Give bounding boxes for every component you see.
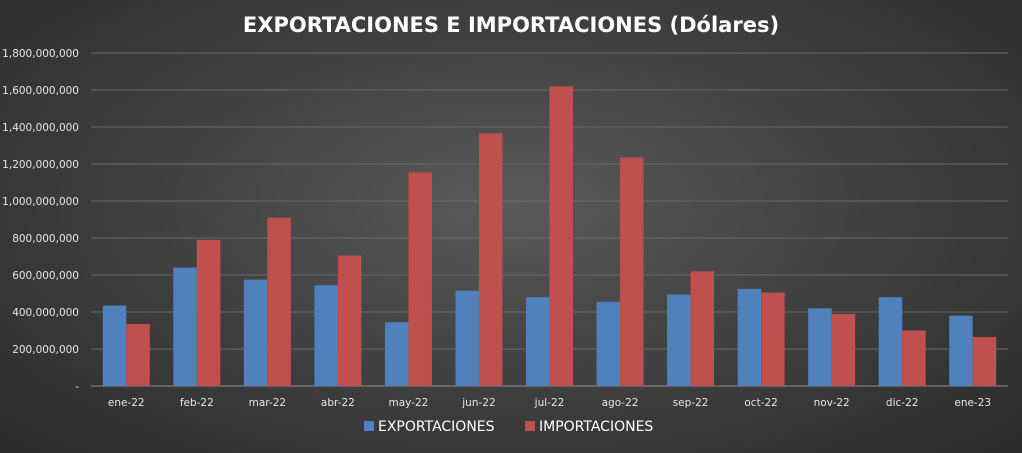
bar-importaciones-nov-22 xyxy=(831,313,856,386)
y-tick-label: 600,000,000 xyxy=(12,270,79,282)
bar-importaciones-jul-22 xyxy=(549,86,573,387)
legend-label-exportaciones: EXPORTACIONES xyxy=(378,419,495,435)
legend-label-importaciones: IMPORTACIONES xyxy=(539,419,653,435)
x-tick-label: feb-22 xyxy=(180,397,214,409)
bar-exportaciones-mar-22 xyxy=(243,279,268,386)
y-tick-label: 1,400,000,000 xyxy=(2,122,79,134)
bar-importaciones-may-22 xyxy=(408,172,432,386)
bar-importaciones-mar-22 xyxy=(267,217,291,386)
x-tick-label: sep-22 xyxy=(673,397,709,409)
bar-importaciones-dic-22 xyxy=(902,330,926,386)
x-tick-label: oct-22 xyxy=(744,397,777,409)
y-tick-label: 400,000,000 xyxy=(12,307,79,319)
bar-importaciones-jun-22 xyxy=(478,133,503,386)
bar-exportaciones-may-22 xyxy=(384,322,409,386)
bar-importaciones-feb-22 xyxy=(196,239,221,386)
y-tick-label: 200,000,000 xyxy=(12,344,79,356)
x-tick-label: jul-22 xyxy=(534,397,565,409)
y-tick-label: 1,800,000,000 xyxy=(2,48,79,60)
x-axis-ticks: ene-22 feb-22 mar-22 abr-22 may-22 jun-22 jul-… xyxy=(108,397,991,409)
bars xyxy=(102,86,997,387)
bar-exportaciones-jun-22 xyxy=(455,290,479,386)
bar-importaciones-abr-22 xyxy=(337,255,362,386)
bar-exportaciones-abr-22 xyxy=(314,285,338,386)
chart-title: EXPORTACIONES E IMPORTACIONES (Dólares) xyxy=(243,13,779,37)
x-tick-label: mar-22 xyxy=(249,397,286,409)
y-axis-ticks: - 200,000,000 400,000,000 600,000,000 800,00… xyxy=(2,48,79,393)
legend: EXPORTACIONES IMPORTACIONES xyxy=(364,419,653,435)
bar-exportaciones-sep-22 xyxy=(667,294,691,386)
bar-exportaciones-oct-22 xyxy=(737,288,762,386)
legend-swatch-importaciones xyxy=(525,421,535,431)
y-tick-label: 1,200,000,000 xyxy=(2,159,79,171)
bar-exportaciones-feb-22 xyxy=(173,267,197,386)
bar-importaciones-oct-22 xyxy=(761,292,785,386)
bar-importaciones-ene-22 xyxy=(126,324,150,386)
x-tick-label: may-22 xyxy=(389,397,429,409)
y-tick-label: 800,000,000 xyxy=(12,233,79,245)
bar-exportaciones-jul-22 xyxy=(526,297,550,386)
y-tick-label: 1,600,000,000 xyxy=(2,85,79,97)
x-tick-label: ene-22 xyxy=(108,397,145,409)
legend-swatch-exportaciones xyxy=(364,421,374,431)
x-tick-label: jun-22 xyxy=(461,397,495,409)
bar-exportaciones-nov-22 xyxy=(808,308,832,386)
bar-exportaciones-ene-22 xyxy=(102,305,127,386)
x-tick-label: ene-23 xyxy=(954,397,991,409)
bar-importaciones-sep-22 xyxy=(690,271,715,386)
y-tick-label: - xyxy=(75,381,79,393)
x-tick-label: abr-22 xyxy=(321,397,355,409)
bar-exportaciones-dic-22 xyxy=(878,297,903,386)
x-tick-label: dic-22 xyxy=(886,397,919,409)
x-tick-label: ago-22 xyxy=(602,397,639,409)
y-tick-label: 1,000,000,000 xyxy=(2,196,79,208)
bar-exportaciones-ago-22 xyxy=(596,301,621,386)
bar-importaciones-ago-22 xyxy=(620,157,644,386)
bar-importaciones-ene-23 xyxy=(972,336,997,386)
x-tick-label: nov-22 xyxy=(814,397,850,409)
bar-exportaciones-ene-23 xyxy=(949,315,973,386)
